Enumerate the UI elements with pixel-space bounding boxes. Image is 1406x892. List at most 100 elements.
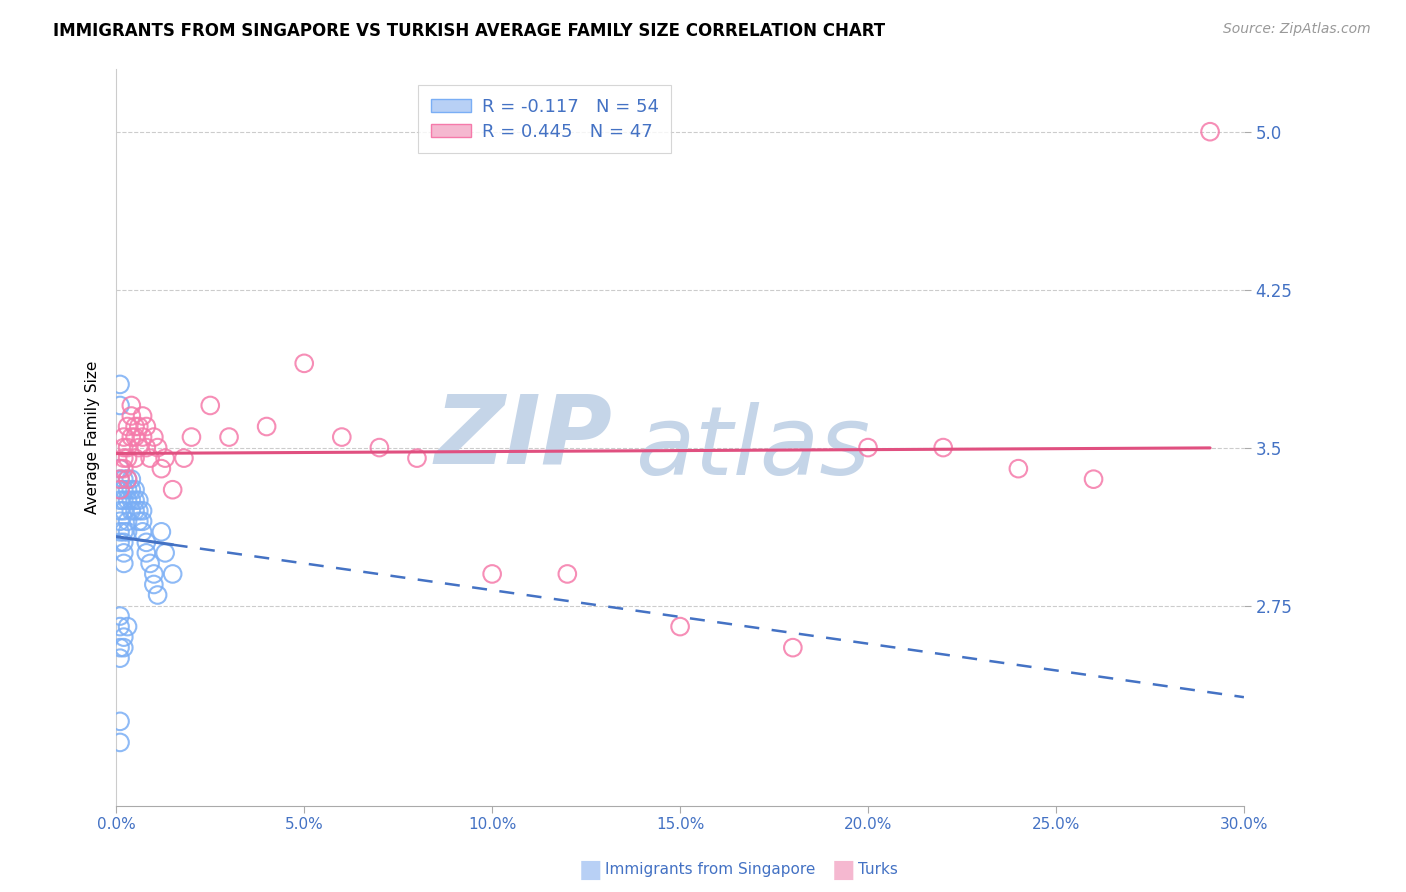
Point xyxy=(135,419,157,434)
Point xyxy=(142,577,165,591)
Point xyxy=(150,524,173,539)
Point xyxy=(146,588,169,602)
Point xyxy=(135,546,157,560)
Point xyxy=(108,619,131,633)
Point xyxy=(108,483,131,497)
Point xyxy=(135,441,157,455)
Point xyxy=(131,430,153,444)
Text: Source: ZipAtlas.com: Source: ZipAtlas.com xyxy=(1223,22,1371,37)
Point xyxy=(128,441,150,455)
Text: ■: ■ xyxy=(579,858,602,881)
Point xyxy=(150,461,173,475)
Point xyxy=(120,504,142,518)
Point xyxy=(856,441,879,455)
Text: atlas: atlas xyxy=(636,401,870,494)
Point xyxy=(112,451,135,466)
Point xyxy=(120,472,142,486)
Point xyxy=(139,451,162,466)
Point xyxy=(112,493,135,508)
Point xyxy=(139,557,162,571)
Point xyxy=(117,472,139,486)
Point xyxy=(406,451,429,466)
Point xyxy=(112,557,135,571)
Point xyxy=(108,651,131,665)
Point xyxy=(162,483,184,497)
Point xyxy=(108,504,131,518)
Point xyxy=(292,356,315,370)
Point xyxy=(108,483,131,497)
Text: ZIP: ZIP xyxy=(434,391,613,483)
Point xyxy=(117,493,139,508)
Point xyxy=(108,535,131,549)
Point xyxy=(120,493,142,508)
Point xyxy=(153,451,176,466)
Point xyxy=(112,504,135,518)
Point xyxy=(117,619,139,633)
Point xyxy=(124,430,146,444)
Point xyxy=(173,451,195,466)
Point xyxy=(120,430,142,444)
Point xyxy=(108,493,131,508)
Point xyxy=(669,619,692,633)
Point xyxy=(128,493,150,508)
Point xyxy=(124,451,146,466)
Point xyxy=(117,483,139,497)
Point xyxy=(112,430,135,444)
Point xyxy=(108,640,131,655)
Point xyxy=(108,524,131,539)
Point xyxy=(932,441,955,455)
Point xyxy=(782,640,804,655)
Point xyxy=(128,419,150,434)
Point xyxy=(124,493,146,508)
Point xyxy=(108,472,131,486)
Point xyxy=(117,524,139,539)
Point xyxy=(112,524,135,539)
Point xyxy=(112,472,135,486)
Point xyxy=(108,472,131,486)
Point xyxy=(1083,472,1105,486)
Point xyxy=(131,524,153,539)
Point xyxy=(108,399,131,413)
Point xyxy=(162,566,184,581)
Point xyxy=(117,451,139,466)
Point xyxy=(108,609,131,624)
Text: ■: ■ xyxy=(832,858,855,881)
Point xyxy=(120,409,142,423)
Point xyxy=(117,514,139,528)
Point xyxy=(218,430,240,444)
Point xyxy=(128,504,150,518)
Text: Immigrants from Singapore: Immigrants from Singapore xyxy=(605,863,815,877)
Point xyxy=(117,441,139,455)
Point xyxy=(1007,461,1029,475)
Point xyxy=(1199,125,1222,139)
Point xyxy=(146,441,169,455)
Point xyxy=(124,419,146,434)
Text: Turks: Turks xyxy=(858,863,897,877)
Point xyxy=(120,483,142,497)
Point xyxy=(108,377,131,392)
Point xyxy=(120,399,142,413)
Text: IMMIGRANTS FROM SINGAPORE VS TURKISH AVERAGE FAMILY SIZE CORRELATION CHART: IMMIGRANTS FROM SINGAPORE VS TURKISH AVE… xyxy=(53,22,886,40)
Point xyxy=(108,461,131,475)
Legend: R = -0.117   N = 54, R = 0.445   N = 47: R = -0.117 N = 54, R = 0.445 N = 47 xyxy=(419,85,671,153)
Point xyxy=(124,504,146,518)
Point xyxy=(142,566,165,581)
Point xyxy=(481,566,503,581)
Point xyxy=(131,409,153,423)
Point xyxy=(200,399,222,413)
Point xyxy=(112,441,135,455)
Point xyxy=(135,535,157,549)
Point xyxy=(131,514,153,528)
Point xyxy=(108,461,131,475)
Point xyxy=(112,461,135,475)
Point xyxy=(112,640,135,655)
Point xyxy=(112,535,135,549)
Point xyxy=(128,514,150,528)
Point xyxy=(368,441,391,455)
Point xyxy=(112,630,135,644)
Point xyxy=(124,483,146,497)
Y-axis label: Average Family Size: Average Family Size xyxy=(86,360,100,514)
Point xyxy=(180,430,202,444)
Point xyxy=(117,419,139,434)
Point xyxy=(256,419,278,434)
